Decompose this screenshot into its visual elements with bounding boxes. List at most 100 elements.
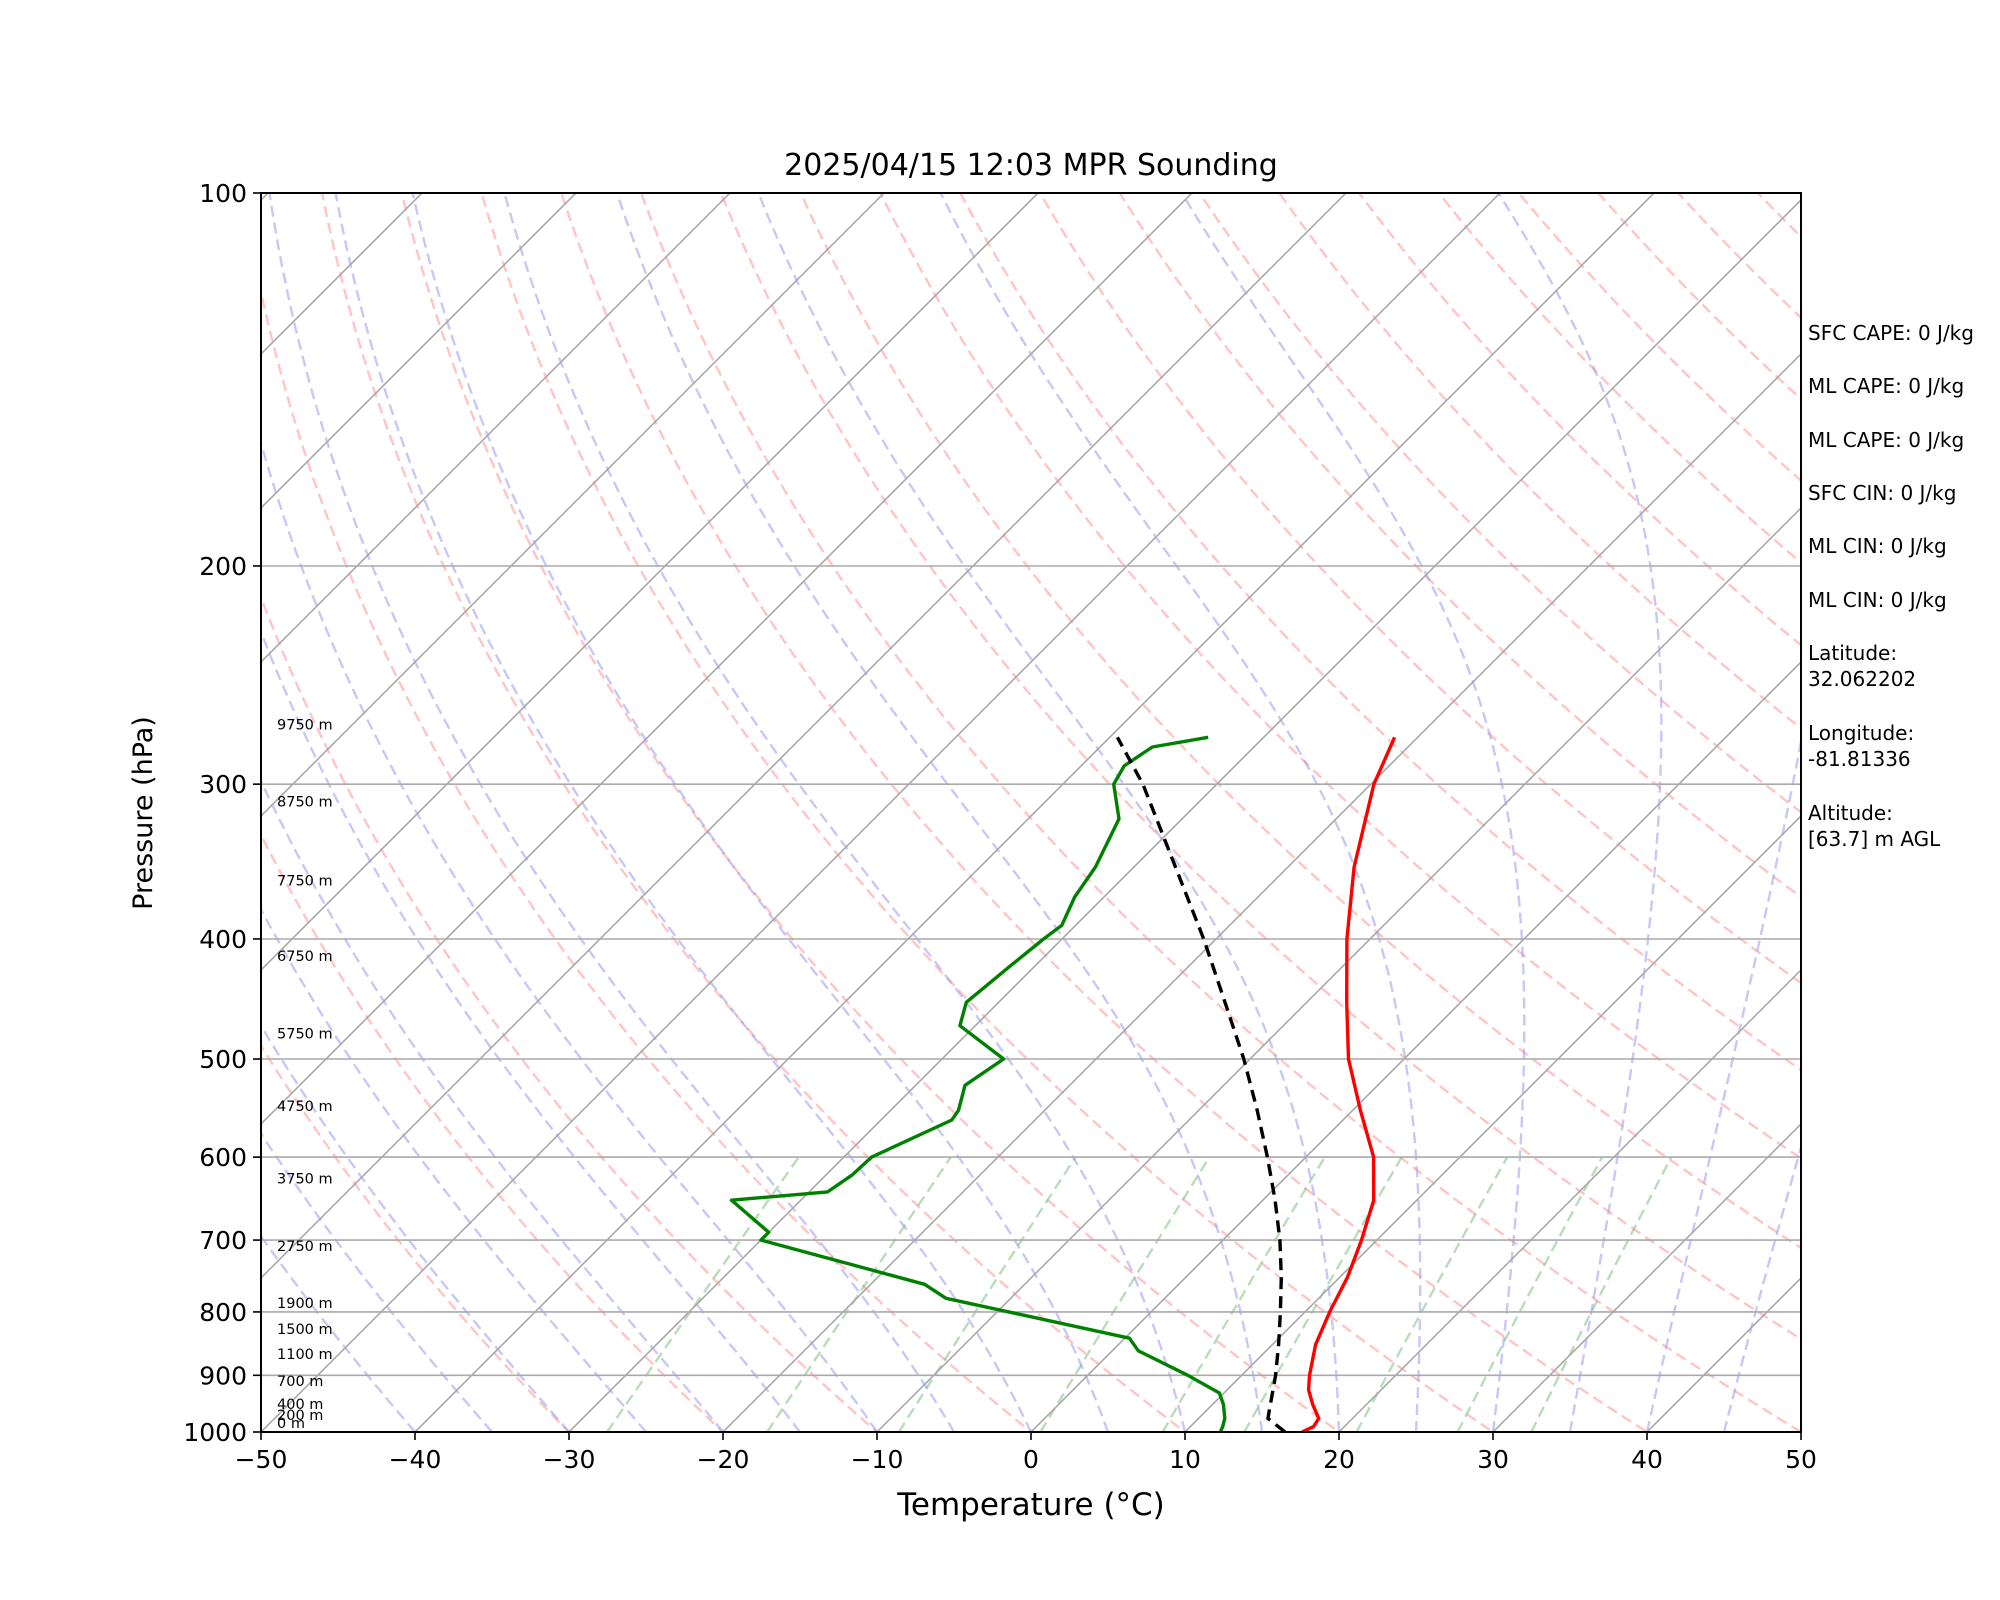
x-axis-label: Temperature (°C)	[896, 1487, 1165, 1523]
moist-adiabat-line	[1722, 1142, 1801, 1432]
height-label: 4750 m	[277, 1099, 333, 1115]
height-label: 1100 m	[277, 1347, 333, 1363]
dry-adiabat-line	[639, 193, 1801, 1432]
x-tick-label: 10	[1169, 1445, 1201, 1474]
mixing-ratio-line	[1039, 1156, 1211, 1432]
chart-title: 2025/04/15 12:03 MPR Sounding	[784, 148, 1278, 183]
mixing-ratio-line	[1161, 1156, 1326, 1432]
x-tick-label: −40	[389, 1445, 442, 1474]
sounding-series	[729, 735, 1397, 1432]
dry-adiabat-line	[320, 193, 1187, 1432]
height-label: 700 m	[277, 1374, 323, 1390]
plot-area	[261, 193, 1801, 1432]
dry-adiabat-line	[1118, 193, 1801, 899]
moist-adiabat-line	[615, 193, 1264, 1432]
dry-adiabats	[261, 193, 1801, 1432]
dry-adiabat-line	[261, 832, 725, 1432]
dry-adiabat-line	[261, 594, 879, 1432]
dry-adiabat-line	[958, 193, 1801, 1072]
isotherm-line	[261, 193, 424, 356]
isotherm-line	[261, 193, 886, 818]
isotherm-line	[261, 193, 578, 510]
height-label: 9750 m	[277, 717, 333, 733]
isotherm-line	[1183, 814, 1801, 1432]
moist-adiabat-line	[1180, 193, 1526, 1432]
y-tick-label: 300	[199, 770, 247, 799]
y-tick-label: 800	[199, 1298, 247, 1327]
isotherm-line	[261, 193, 1502, 1432]
y-tick-label: 400	[199, 925, 247, 954]
moist-adiabat-line	[334, 193, 1033, 1432]
temperature-profile-line	[1301, 736, 1397, 1432]
dry-adiabat-line	[261, 1043, 571, 1432]
dry-adiabat-line	[261, 286, 1033, 1432]
height-label: 6750 m	[277, 949, 333, 965]
y-axis: 100 200 300 400 500 600 700 800 900 1000	[183, 179, 261, 1447]
moist-adiabat-line	[261, 628, 801, 1432]
height-label: 1900 m	[277, 1296, 333, 1312]
moist-adiabat-line	[268, 193, 956, 1432]
height-label: 400 m	[277, 1397, 323, 1413]
height-label: 8750 m	[277, 794, 333, 810]
x-tick-label: 0	[1023, 1445, 1039, 1474]
isotherm-line	[1491, 1122, 1801, 1432]
dry-adiabat-line	[799, 193, 1801, 1250]
isotherm-line	[261, 193, 732, 664]
mixing-ratio-line	[1456, 1156, 1604, 1432]
isobars	[261, 193, 1801, 1432]
x-tick-label: 20	[1323, 1445, 1355, 1474]
dry-adiabat-line	[560, 193, 1650, 1432]
x-tick-label: 40	[1631, 1445, 1663, 1474]
isotherm-line	[875, 506, 1801, 1432]
y-tick-label: 500	[199, 1045, 247, 1074]
x-axis: −50 −40 −30 −20 −10 0 10 20 30 40 50	[235, 1432, 1817, 1474]
isotherm-line	[721, 352, 1801, 1432]
x-tick-label: 50	[1785, 1445, 1817, 1474]
stat-text: ML CIN: 0 J/kg	[1808, 534, 1947, 558]
y-axis-label: Pressure (hPa)	[128, 716, 159, 910]
dry-adiabat-line	[719, 193, 1801, 1341]
height-label: 1500 m	[277, 1322, 333, 1338]
dry-adiabat-line	[1198, 193, 1801, 814]
stat-text: ML CIN: 0 J/kg	[1808, 588, 1947, 612]
isotherm-line	[1337, 968, 1801, 1432]
isotherms	[261, 193, 1801, 1432]
x-tick-label: −50	[235, 1445, 288, 1474]
height-label: 2750 m	[277, 1239, 333, 1255]
moist-adiabat-line	[261, 778, 724, 1432]
y-tick-label: 700	[199, 1226, 247, 1255]
stat-text: ML CAPE: 0 J/kg	[1808, 428, 1965, 452]
moist-adiabat-line	[939, 193, 1422, 1432]
height-label: 5750 m	[277, 1027, 333, 1043]
moist-adiabat-line	[1497, 193, 1663, 1432]
mixing-ratio-line	[1530, 1156, 1673, 1432]
moist-adiabat-line	[503, 193, 1187, 1432]
isotherm-line	[261, 193, 1194, 1126]
stat-text: Latitude: 32.062202	[1808, 641, 1917, 691]
moist-adiabats	[261, 193, 1801, 1432]
moist-adiabat-line	[1645, 735, 1801, 1432]
stat-text: Longitude: -81.81336	[1808, 721, 1915, 771]
moist-adiabat-line	[261, 438, 878, 1432]
height-label: 0 m	[277, 1416, 305, 1432]
mixing-ratio-line	[766, 1156, 952, 1432]
moist-adiabat-line	[757, 193, 1341, 1432]
parcel-profile-line	[1115, 736, 1287, 1432]
dry-adiabat-line	[480, 193, 1496, 1432]
y-tick-label: 100	[199, 179, 247, 208]
stat-text: ML CAPE: 0 J/kg	[1808, 374, 1965, 398]
height-label: 3750 m	[277, 1172, 333, 1188]
plot-frame	[260, 192, 1802, 1433]
x-tick-label: −30	[543, 1445, 596, 1474]
moist-adiabat-line	[411, 193, 1110, 1432]
isotherm-line	[567, 198, 1801, 1432]
y-tick-label: 900	[199, 1361, 247, 1390]
height-label: 200 m	[277, 1408, 323, 1424]
stat-text: Altitude: [63.7] m AGL	[1808, 801, 1941, 851]
isotherm-line	[413, 193, 1656, 1432]
moist-adiabat-line	[261, 1023, 570, 1432]
y-tick-label: 1000	[183, 1418, 247, 1447]
isotherm-line	[261, 193, 1040, 972]
